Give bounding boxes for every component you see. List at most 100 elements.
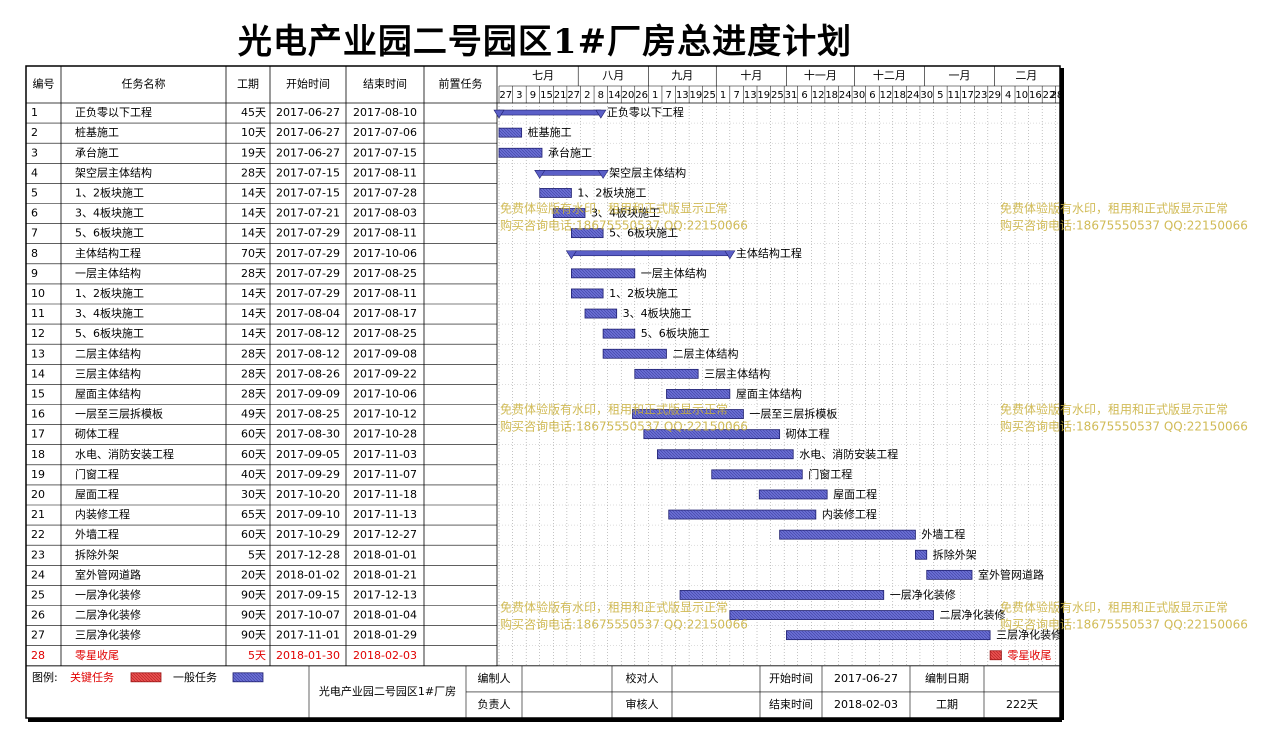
task-id: 1 xyxy=(31,106,38,119)
watermark-text: 免费体验版有水印，租用和正式版显示正常 xyxy=(500,600,728,615)
day-tick-label: 25 xyxy=(771,90,784,101)
legend-normal-label: 一般任务 xyxy=(173,671,217,684)
day-tick-label: 19 xyxy=(690,90,703,101)
task-bar xyxy=(539,188,572,198)
task-end: 2017-11-18 xyxy=(353,488,417,501)
table-row: 7 5、6板块施工 14天 2017-07-29 2017-08-11 xyxy=(31,226,417,240)
task-id: 4 xyxy=(31,166,38,179)
task-bar xyxy=(498,147,543,158)
watermark-text: 免费体验版有水印，租用和正式版显示正常 xyxy=(1000,600,1228,615)
task-bar xyxy=(571,268,636,279)
task-end: 2017-08-11 xyxy=(353,287,417,300)
task-id: 23 xyxy=(31,548,45,561)
task-end: 2018-01-21 xyxy=(353,568,417,581)
task-id: 9 xyxy=(31,267,38,280)
task-start: 2018-01-30 xyxy=(276,649,340,662)
legend-critical-label: 关键任务 xyxy=(70,670,114,684)
day-tick-label: 7 xyxy=(733,90,739,101)
day-tick-label: 6 xyxy=(869,90,875,101)
table-row: 10 1、2板块施工 14天 2017-07-29 2017-08-11 xyxy=(31,286,417,300)
day-tick-label: 17 xyxy=(961,90,974,101)
task-start: 2017-07-21 xyxy=(276,207,340,220)
task-bar xyxy=(634,368,699,379)
day-tick-label: 7 xyxy=(666,90,672,101)
task-end: 2017-10-12 xyxy=(353,408,417,421)
table-row: 9 一层主体结构 28天 2017-07-29 2017-08-25 xyxy=(31,266,417,280)
column-header-pred: 前置任务 xyxy=(439,77,483,91)
day-tick-label: 13 xyxy=(744,90,757,101)
watermark-text: 购买咨询电话:18675550537 QQ:22150066 xyxy=(500,419,748,434)
task-duration: 14天 xyxy=(241,207,266,220)
task-end: 2017-11-07 xyxy=(353,468,417,481)
task-id: 28 xyxy=(31,649,45,662)
task-name: 零星收尾 xyxy=(75,648,119,662)
task-duration: 28天 xyxy=(241,267,266,280)
bar-label: 一层主体结构 xyxy=(641,266,707,280)
summary-start-marker xyxy=(565,250,577,260)
task-start: 2017-07-29 xyxy=(276,267,340,280)
task-start: 2017-07-29 xyxy=(276,227,340,240)
day-tick-label: 2 xyxy=(584,90,590,101)
task-duration: 19天 xyxy=(241,146,266,159)
task-start: 2018-01-02 xyxy=(276,568,340,581)
bar-label: 5、6板块施工 xyxy=(609,226,678,240)
table-row: 24 室外管网道路 20天 2018-01-02 2018-01-21 xyxy=(31,567,417,581)
day-tick-label: 11 xyxy=(948,90,961,101)
task-duration: 90天 xyxy=(241,629,266,642)
task-name: 1、2板块施工 xyxy=(75,185,144,199)
task-end: 2018-02-03 xyxy=(353,649,417,662)
task-bar xyxy=(668,509,817,520)
task-name: 正负零以下工程 xyxy=(75,105,152,119)
task-name: 屋面工程 xyxy=(75,488,119,501)
task-end: 2017-07-28 xyxy=(353,186,417,199)
task-end: 2017-10-06 xyxy=(353,387,417,400)
table-row: 18 水电、消防安装工程 60天 2017-09-05 2017-11-03 xyxy=(31,447,417,461)
task-start: 2017-07-15 xyxy=(276,166,340,179)
task-id: 10 xyxy=(31,287,45,300)
task-duration: 5天 xyxy=(248,548,266,561)
task-end: 2017-08-03 xyxy=(353,207,417,220)
table-row: 25 一层净化装修 90天 2017-09-15 2017-12-13 xyxy=(31,587,417,601)
task-name: 3、4板块施工 xyxy=(75,306,144,320)
task-id: 17 xyxy=(31,428,45,441)
month-label: 八月 xyxy=(602,69,624,82)
task-duration: 45天 xyxy=(241,106,266,119)
task-bar xyxy=(711,469,803,480)
day-tick-label: 6 xyxy=(801,90,807,101)
table-row: 27 三层净化装修 90天 2017-11-01 2018-01-29 xyxy=(31,628,417,642)
task-id: 16 xyxy=(31,408,45,421)
task-start: 2017-12-28 xyxy=(276,548,340,561)
task-name: 3、4板块施工 xyxy=(75,206,144,220)
task-id: 22 xyxy=(31,528,45,541)
task-end: 2017-07-15 xyxy=(353,146,417,159)
day-tick-label: 8 xyxy=(598,90,604,101)
summary-start-marker xyxy=(534,170,546,179)
task-start: 2017-08-12 xyxy=(276,347,340,360)
table-row: 11 3、4板块施工 14天 2017-08-04 2017-08-17 xyxy=(31,306,417,320)
checker-label: 校对人 xyxy=(626,671,659,685)
task-end: 2017-08-10 xyxy=(353,106,417,119)
duration-value: 222天 xyxy=(1006,698,1038,711)
task-start: 2017-09-29 xyxy=(276,468,340,481)
watermark-text: 免费体验版有水印，租用和正式版显示正常 xyxy=(1000,201,1228,216)
bar-label: 5、6板块施工 xyxy=(641,326,710,340)
task-start: 2017-10-20 xyxy=(276,488,340,501)
page-title: 光电产业园二号园区1#厂房总进度计划 xyxy=(237,22,853,62)
month-label: 九月 xyxy=(671,69,693,82)
table-row: 22 外墙工程 60天 2017-10-29 2017-12-27 xyxy=(31,527,417,541)
month-label: 十二月 xyxy=(873,68,906,82)
bar-label: 一层至三层拆模板 xyxy=(749,407,837,421)
table-row: 17 砌体工程 60天 2017-08-30 2017-10-28 xyxy=(31,427,417,441)
task-name: 架空层主体结构 xyxy=(75,165,152,179)
bar-label: 承台施工 xyxy=(548,145,592,159)
legend-critical-swatch xyxy=(130,672,162,683)
bar-label: 二层净化装修 xyxy=(940,608,1006,622)
day-tick-label: 31 xyxy=(785,90,798,101)
task-duration: 70天 xyxy=(241,247,266,260)
task-name: 一层净化装修 xyxy=(75,587,141,601)
task-name: 1、2板块施工 xyxy=(75,286,144,300)
task-duration: 60天 xyxy=(241,448,266,461)
task-duration: 49天 xyxy=(241,408,266,421)
table-row: 26 二层净化装修 90天 2017-10-07 2018-01-04 xyxy=(31,608,417,622)
day-tick-label: 1 xyxy=(720,90,726,101)
